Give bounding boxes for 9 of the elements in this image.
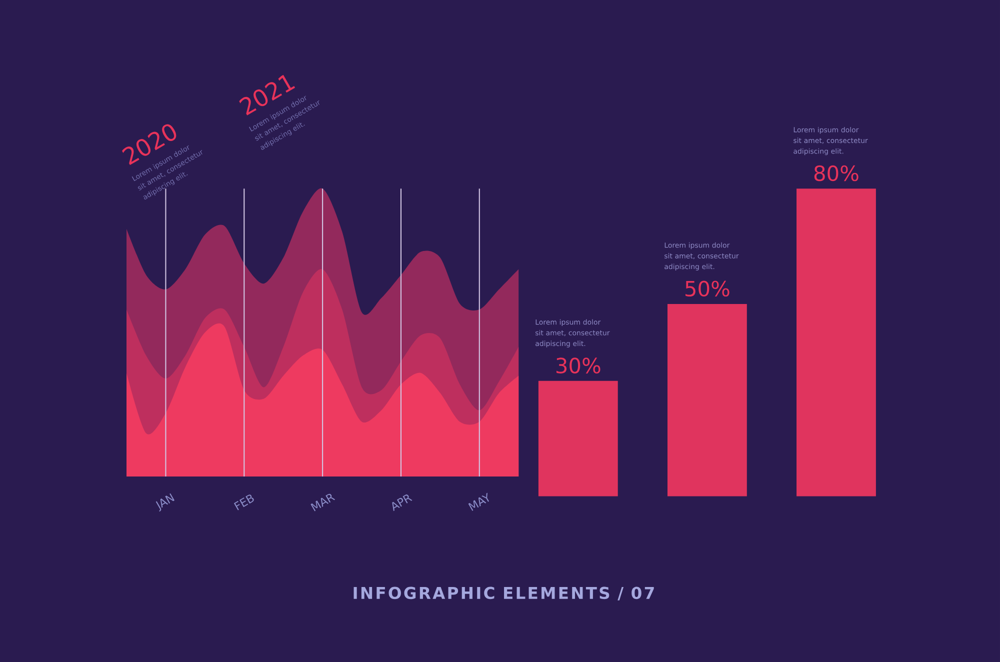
data-label: 50%	[686, 280, 730, 297]
text: INFOGRAPHIC ELEMENTS / 07	[354, 586, 654, 600]
x-tick-label: MAR	[310, 494, 336, 512]
x-tick-label: FEB	[234, 494, 254, 510]
x-tick-label: JAN	[156, 493, 175, 512]
data-label: 30%	[556, 358, 600, 374]
data-label: 80%	[814, 165, 858, 182]
x-tick-label: APR	[392, 494, 412, 512]
x-tick-label: MAY	[468, 492, 490, 511]
